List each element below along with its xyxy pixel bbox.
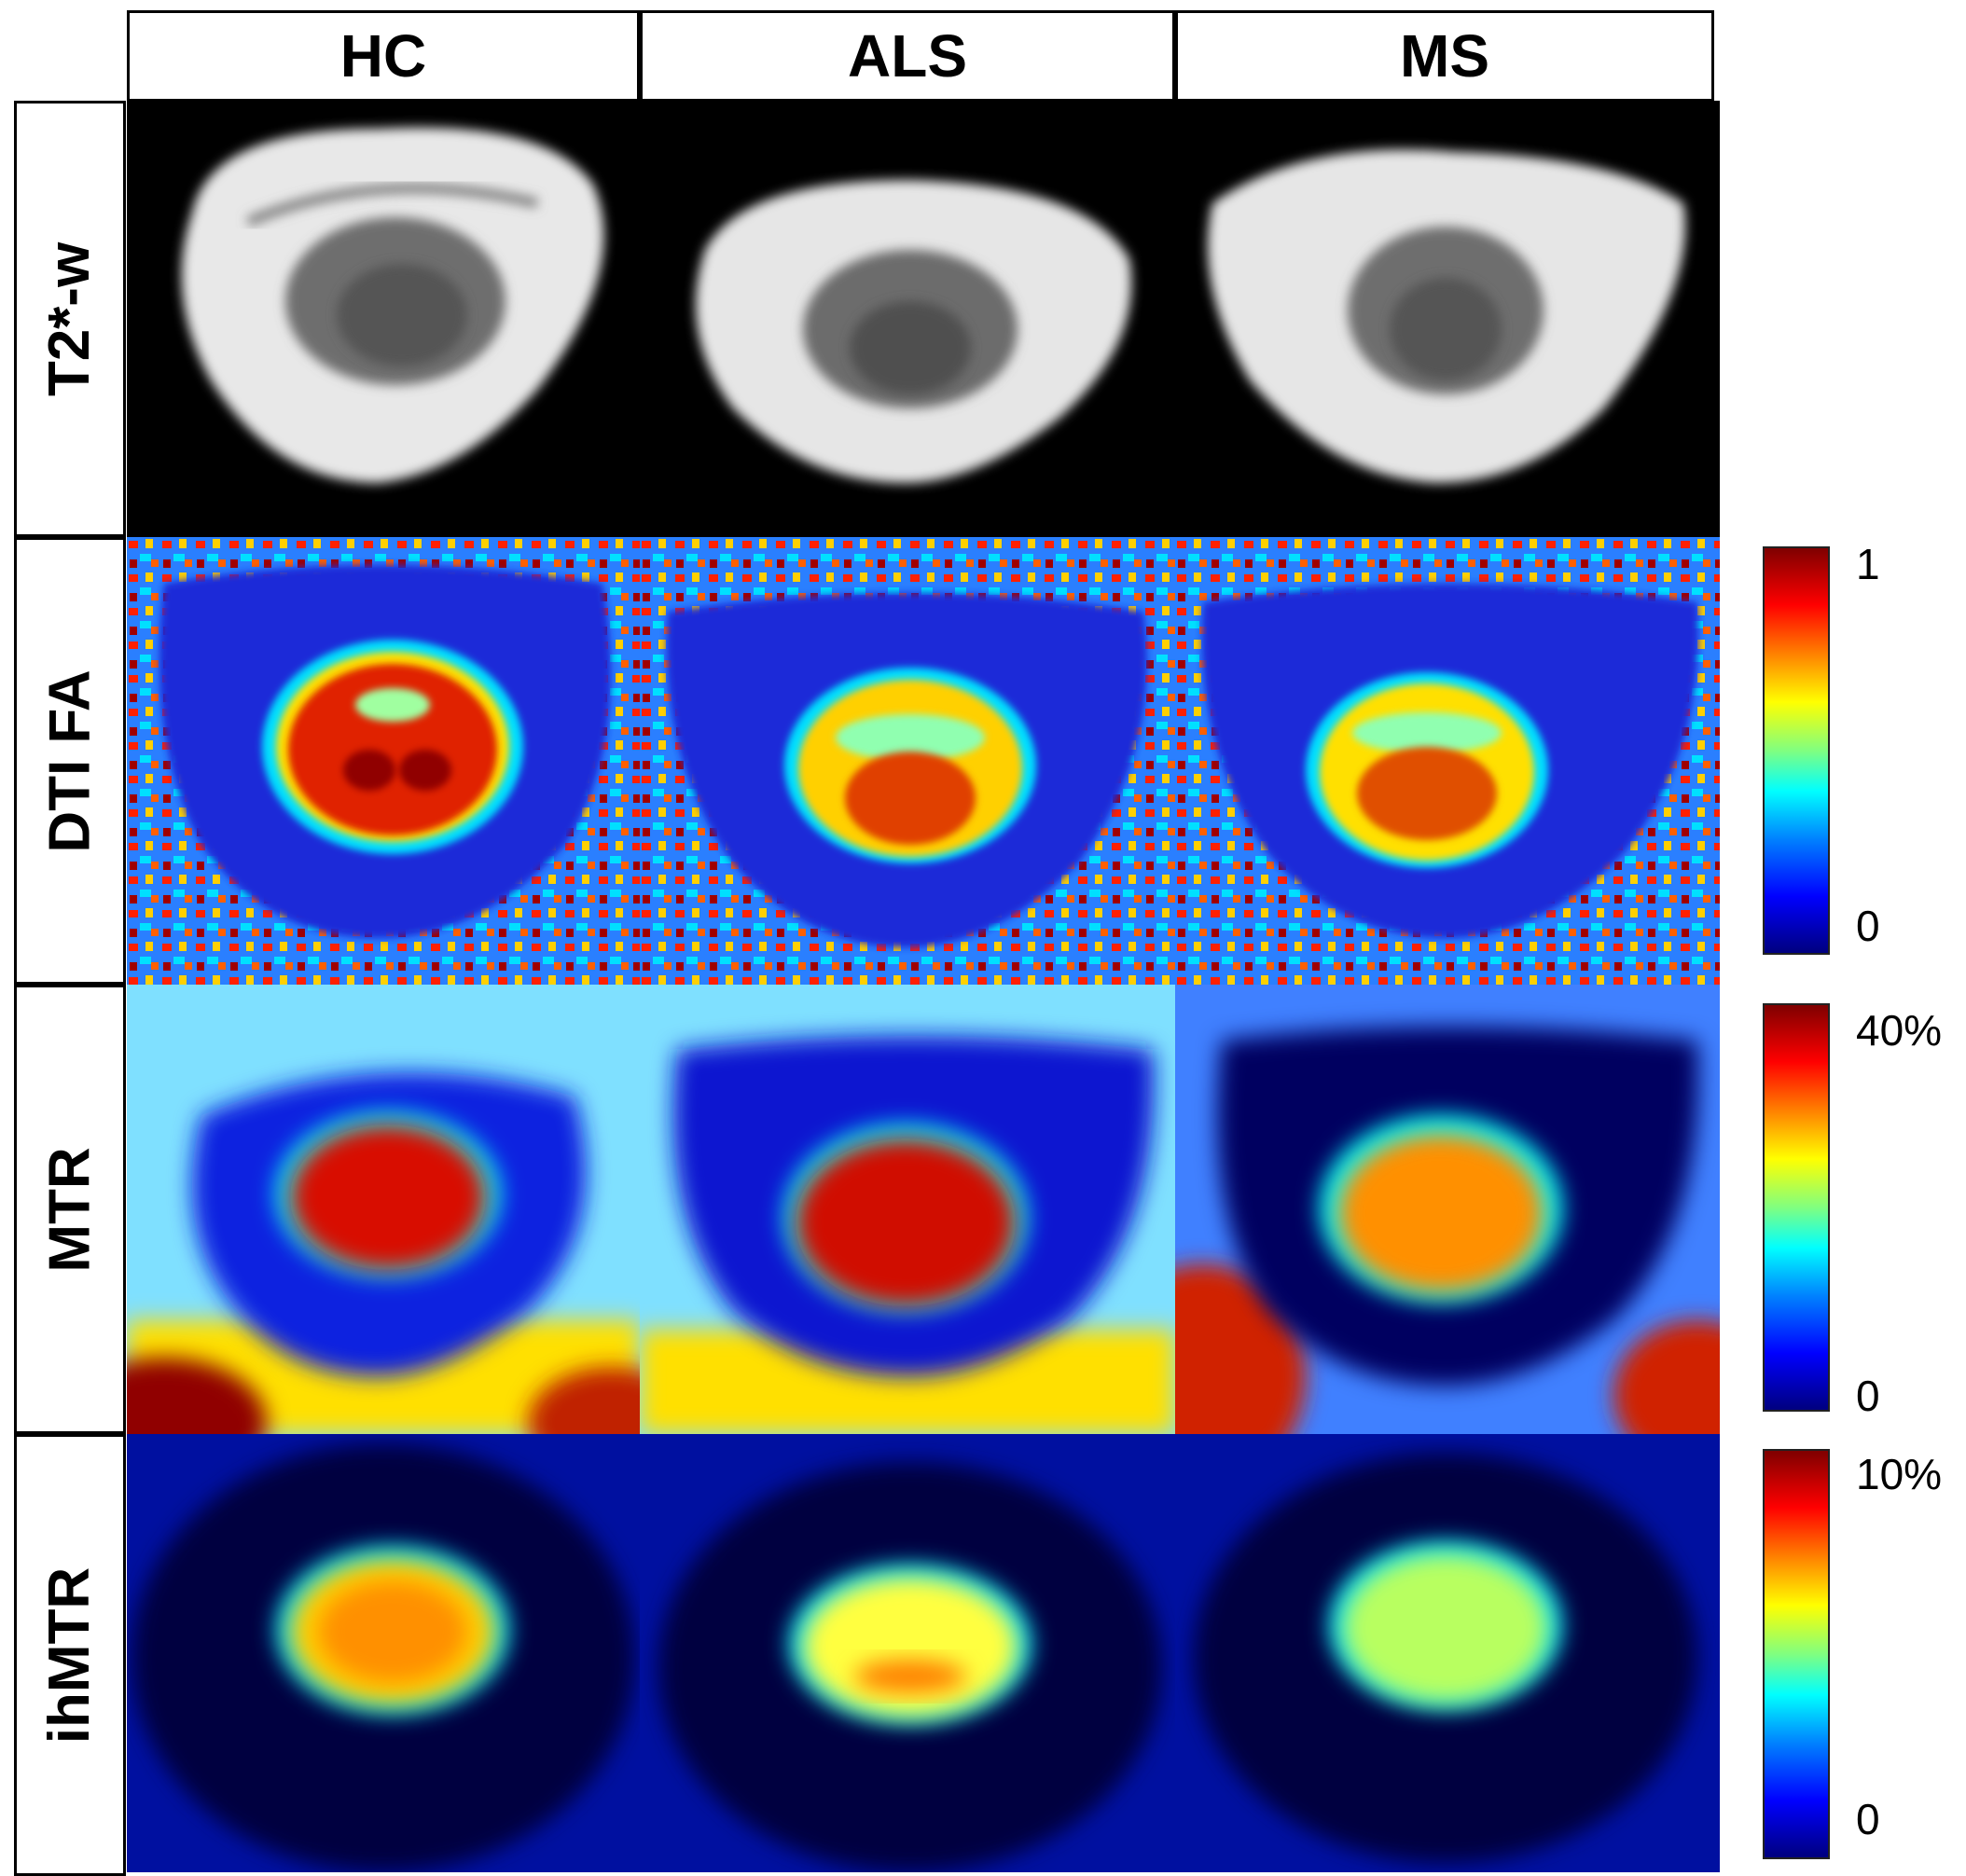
- colorbar-mtr: [1763, 1003, 1830, 1412]
- colorbar-mtr-min: 0: [1856, 1372, 1880, 1420]
- colorbar-ihmtr-max: 10%: [1856, 1450, 1943, 1498]
- column-header-ms: MS: [1175, 10, 1714, 102]
- image-dti-fa-hc: [127, 537, 640, 985]
- row-header-ihmtr: ihMTR: [14, 1434, 126, 1876]
- colorbar-mtr-max: 40%: [1856, 1006, 1943, 1055]
- row-label-mtr: MTR: [37, 1146, 103, 1273]
- colorbar-fa: [1763, 546, 1830, 955]
- colorbar-fa-min: 0: [1856, 902, 1880, 950]
- image-t2w-hc: [127, 101, 640, 537]
- row-label-dti-fa: DTI FA: [37, 669, 103, 853]
- row-label-ihmtr: ihMTR: [37, 1566, 103, 1744]
- colorbar-ihmtr: [1763, 1449, 1830, 1859]
- image-ihmtr-als: [640, 1434, 1175, 1872]
- column-header-als: ALS: [640, 10, 1175, 102]
- row-header-dti-fa: DTI FA: [14, 537, 126, 985]
- row-label-t2w: T2*-w: [37, 241, 103, 396]
- image-dti-fa-ms: [1175, 537, 1720, 985]
- image-t2w-ms: [1175, 101, 1720, 537]
- row-header-mtr: MTR: [14, 985, 126, 1434]
- image-mtr-ms: [1175, 985, 1720, 1434]
- image-mtr-hc: [127, 985, 640, 1434]
- image-mtr-als: [640, 985, 1175, 1434]
- image-t2w-als: [640, 101, 1175, 537]
- image-ihmtr-ms: [1175, 1434, 1720, 1872]
- colorbar-fa-max: 1: [1856, 540, 1880, 588]
- colorbar-ihmtr-min: 0: [1856, 1795, 1880, 1843]
- row-header-t2w: T2*-w: [14, 101, 126, 537]
- image-dti-fa-als: [640, 537, 1175, 985]
- column-header-hc: HC: [127, 10, 640, 102]
- image-ihmtr-hc: [127, 1434, 640, 1872]
